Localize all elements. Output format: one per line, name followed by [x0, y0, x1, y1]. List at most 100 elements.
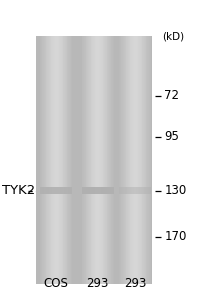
- Bar: [136, 36, 137, 284]
- Bar: [123, 187, 124, 194]
- Bar: [126, 36, 127, 284]
- Bar: [109, 36, 110, 284]
- Bar: [105, 36, 106, 284]
- Bar: [144, 187, 145, 194]
- Bar: [54, 187, 55, 194]
- Bar: [85, 36, 86, 284]
- Bar: [93, 36, 94, 284]
- Bar: [57, 36, 58, 284]
- Bar: [89, 187, 90, 194]
- Bar: [138, 36, 139, 284]
- Bar: [61, 187, 62, 194]
- Bar: [56, 187, 57, 194]
- Bar: [59, 187, 61, 194]
- Bar: [106, 187, 107, 194]
- Bar: [120, 36, 121, 284]
- Bar: [141, 36, 142, 284]
- Bar: [99, 36, 100, 284]
- Bar: [96, 187, 97, 194]
- Bar: [91, 36, 92, 284]
- Bar: [143, 36, 144, 284]
- Text: (kD): (kD): [162, 32, 184, 41]
- Text: 95: 95: [164, 130, 179, 143]
- Bar: [42, 36, 43, 284]
- Bar: [145, 36, 146, 284]
- Bar: [127, 36, 128, 284]
- Bar: [134, 187, 135, 194]
- Bar: [137, 36, 138, 284]
- Bar: [45, 187, 47, 194]
- Bar: [101, 36, 102, 284]
- Bar: [149, 36, 150, 284]
- Bar: [108, 36, 109, 284]
- Bar: [147, 187, 148, 194]
- Bar: [124, 36, 125, 284]
- Bar: [125, 36, 126, 284]
- Bar: [107, 187, 109, 194]
- Bar: [85, 187, 86, 194]
- Bar: [43, 187, 44, 194]
- Text: 130: 130: [164, 184, 187, 197]
- Bar: [82, 187, 83, 194]
- Bar: [58, 36, 59, 284]
- Text: 293: 293: [87, 278, 109, 290]
- Bar: [62, 187, 63, 194]
- Bar: [36, 36, 152, 284]
- Bar: [61, 36, 62, 284]
- Bar: [133, 36, 134, 284]
- Bar: [122, 36, 123, 284]
- Bar: [86, 187, 87, 194]
- Bar: [97, 187, 98, 194]
- Bar: [102, 187, 103, 194]
- Bar: [53, 187, 54, 194]
- Bar: [52, 187, 53, 194]
- Bar: [135, 187, 136, 194]
- Bar: [143, 187, 144, 194]
- Bar: [70, 36, 71, 284]
- Bar: [69, 36, 70, 284]
- Bar: [120, 187, 121, 194]
- Bar: [55, 187, 56, 194]
- Bar: [99, 187, 100, 194]
- Bar: [131, 36, 132, 284]
- Bar: [59, 36, 60, 284]
- Bar: [89, 36, 90, 284]
- Text: 170: 170: [164, 230, 187, 244]
- Bar: [112, 36, 113, 284]
- Bar: [103, 187, 104, 194]
- Bar: [44, 187, 45, 194]
- Bar: [92, 187, 93, 194]
- Bar: [139, 36, 140, 284]
- Bar: [90, 36, 91, 284]
- Bar: [47, 36, 48, 284]
- Bar: [84, 187, 85, 194]
- Bar: [86, 36, 87, 284]
- Bar: [110, 36, 111, 284]
- Text: 72: 72: [164, 89, 179, 103]
- Bar: [64, 36, 65, 284]
- Bar: [83, 187, 84, 194]
- Bar: [92, 36, 93, 284]
- Bar: [121, 187, 122, 194]
- Bar: [65, 187, 66, 194]
- Bar: [40, 187, 41, 194]
- Bar: [142, 36, 143, 284]
- Bar: [48, 36, 49, 284]
- Bar: [98, 36, 99, 284]
- Bar: [44, 36, 45, 284]
- Bar: [60, 36, 61, 284]
- Bar: [67, 36, 68, 284]
- Bar: [128, 187, 129, 194]
- Bar: [137, 187, 139, 194]
- Bar: [141, 187, 142, 194]
- Text: COS: COS: [44, 278, 69, 290]
- Bar: [47, 187, 48, 194]
- Bar: [64, 187, 65, 194]
- Bar: [84, 36, 85, 284]
- Bar: [50, 187, 51, 194]
- Bar: [124, 187, 125, 194]
- Bar: [88, 187, 89, 194]
- Bar: [119, 36, 120, 284]
- Bar: [131, 187, 132, 194]
- Bar: [94, 187, 96, 194]
